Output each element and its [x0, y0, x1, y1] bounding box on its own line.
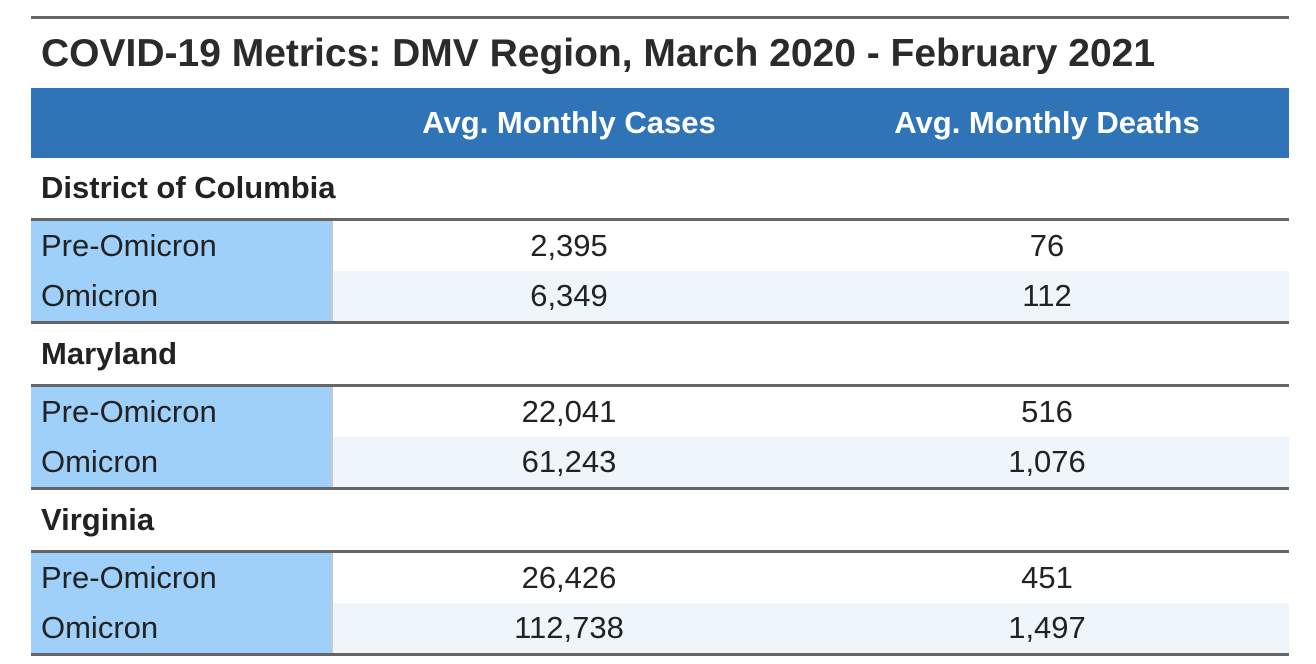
cases-value: 22,041 — [521, 394, 617, 429]
row-label: Pre-Omicron — [31, 221, 333, 271]
table-header: Avg. Monthly Cases Avg. Monthly Deaths — [31, 88, 1289, 158]
group-district-of-columbia: District of Columbia Pre-Omicron 2,395 7… — [31, 158, 1289, 324]
group-rule — [31, 384, 1289, 387]
group-rule — [31, 487, 1289, 490]
deaths-value: 76 — [1029, 228, 1065, 263]
covid-metrics-table: COVID-19 Metrics: DMV Region, March 2020… — [31, 16, 1289, 656]
header-deaths: Avg. Monthly Deaths — [894, 105, 1200, 140]
cases-value: 61,243 — [333, 437, 805, 487]
deaths-value: 451 — [1021, 560, 1073, 595]
group-maryland: Maryland Pre-Omicron 22,041 516 Omicron … — [31, 324, 1289, 490]
header-label-column — [31, 88, 333, 158]
group-rule — [31, 653, 1289, 656]
group-title: Maryland — [41, 336, 178, 371]
deaths-value: 1,076 — [805, 437, 1289, 487]
group-rule — [31, 218, 1289, 221]
cases-value: 112,738 — [333, 603, 805, 653]
deaths-value: 1,497 — [805, 603, 1289, 653]
table-row: Omicron 112,738 1,497 — [31, 603, 1289, 653]
cases-value: 2,395 — [530, 228, 608, 263]
group-rule — [31, 321, 1289, 324]
table-row: Omicron 6,349 112 — [31, 271, 1289, 321]
table-row: Pre-Omicron 2,395 76 — [31, 221, 1289, 271]
table-row: Pre-Omicron 26,426 451 — [31, 553, 1289, 603]
row-label: Omicron — [31, 437, 333, 487]
group-rule — [31, 550, 1289, 553]
deaths-value: 516 — [1021, 394, 1073, 429]
group-title: Virginia — [41, 502, 155, 537]
table-title: COVID-19 Metrics: DMV Region, March 2020… — [41, 32, 1156, 75]
cases-value: 6,349 — [333, 271, 805, 321]
cases-value: 26,426 — [521, 560, 617, 595]
deaths-value: 112 — [805, 271, 1289, 321]
row-label: Pre-Omicron — [31, 387, 333, 437]
row-label: Omicron — [31, 271, 333, 321]
table-row: Omicron 61,243 1,076 — [31, 437, 1289, 487]
table-row: Pre-Omicron 22,041 516 — [31, 387, 1289, 437]
group-virginia: Virginia Pre-Omicron 26,426 451 Omicron … — [31, 490, 1289, 656]
top-rule — [31, 16, 1289, 19]
header-cases: Avg. Monthly Cases — [422, 105, 716, 140]
group-title: District of Columbia — [41, 170, 336, 205]
row-label: Pre-Omicron — [31, 553, 333, 603]
row-label: Omicron — [31, 603, 333, 653]
